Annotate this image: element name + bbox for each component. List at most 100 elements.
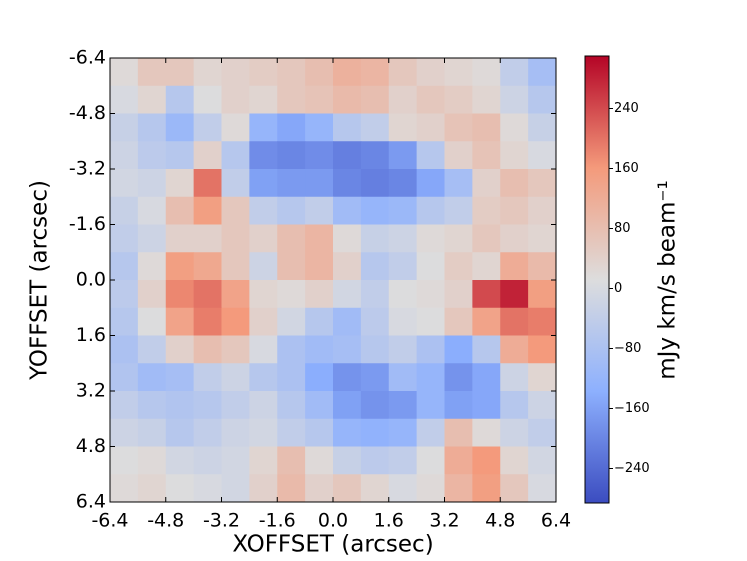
y-tick-label: 3.2 [76, 380, 106, 402]
heatmap-cell [137, 141, 167, 170]
heatmap-cell [472, 169, 501, 198]
heatmap-cell [110, 58, 139, 87]
heatmap-cell [305, 280, 334, 309]
heatmap-cell [333, 141, 362, 170]
heatmap-cell [528, 363, 557, 392]
heatmap-cell [110, 418, 139, 447]
heatmap-cell [110, 474, 139, 503]
heatmap-cell [110, 280, 139, 309]
heatmap-cell [528, 196, 557, 225]
heatmap-cell [333, 58, 362, 87]
heatmap-cell [333, 252, 362, 281]
heatmap-cell [137, 391, 167, 420]
heatmap-cell [388, 252, 418, 281]
heatmap-cell [528, 307, 557, 336]
colorbar-tick-label: 80 [614, 221, 631, 236]
heatmap-cell [388, 280, 418, 309]
heatmap-cell [360, 363, 390, 392]
heatmap-cell [472, 446, 501, 475]
heatmap-cell [110, 196, 139, 225]
heatmap-cell [110, 307, 139, 336]
heatmap-cell [137, 196, 167, 225]
heatmap-cell [249, 446, 278, 475]
heatmap-cell [193, 196, 222, 225]
heatmap-cell [333, 224, 362, 253]
heatmap-cell [388, 335, 418, 364]
heatmap-cell [416, 252, 445, 281]
heatmap-cell [360, 307, 390, 336]
heatmap-cell [528, 252, 557, 281]
heatmap-cell [137, 474, 167, 503]
heatmap-cell [416, 307, 445, 336]
heatmap-cell [249, 58, 278, 87]
heatmap-cell [472, 252, 501, 281]
heatmap-cell [388, 224, 418, 253]
heatmap-cell [416, 446, 445, 475]
heatmap-cell [221, 141, 250, 170]
heatmap-cell [249, 141, 278, 170]
heatmap-cell [444, 307, 473, 336]
heatmap-cell [472, 418, 501, 447]
heatmap-cell [137, 58, 167, 87]
y-tick-label: -4.8 [69, 102, 106, 124]
heatmap-cell [249, 113, 278, 142]
heatmap-cell [277, 85, 306, 114]
colorbar-tick-label: −80 [614, 341, 641, 356]
heatmap-cell [221, 363, 250, 392]
heatmap-cell [249, 474, 278, 503]
heatmap-cell [137, 418, 167, 447]
heatmap-cell [500, 58, 529, 87]
heatmap-cell [333, 335, 362, 364]
heatmap-cell [110, 169, 139, 198]
heatmap-cell [528, 85, 557, 114]
heatmap-cell [360, 446, 390, 475]
heatmap-cell [472, 474, 501, 503]
heatmap-cell [221, 446, 250, 475]
heatmap-cell [416, 58, 445, 87]
heatmap-cell [165, 196, 195, 225]
heatmap-cell [221, 391, 250, 420]
heatmap-cell [277, 446, 306, 475]
heatmap-cell [500, 252, 529, 281]
heatmap-cell [193, 169, 222, 198]
colorbar-tick-label: 0 [614, 281, 622, 296]
heatmap-cell [165, 280, 195, 309]
heatmap-cell [416, 335, 445, 364]
heatmap-cell [305, 307, 334, 336]
heatmap-cell [193, 252, 222, 281]
heatmap-cell [472, 196, 501, 225]
heatmap-cell [110, 224, 139, 253]
heatmap-cell [500, 391, 529, 420]
x-tick-label: 6.4 [541, 510, 571, 532]
heatmap-cell [388, 391, 418, 420]
heatmap-cell [500, 196, 529, 225]
x-tick-label: 3.2 [429, 510, 459, 532]
colorbar-tick-label: 240 [614, 101, 639, 116]
heatmap-cell [416, 141, 445, 170]
heatmap-cell [444, 85, 473, 114]
heatmap-cell [305, 196, 334, 225]
heatmap-cell [165, 391, 195, 420]
heatmap-cell [277, 335, 306, 364]
heatmap-cell [221, 252, 250, 281]
heatmap-cell [277, 196, 306, 225]
heatmap-cell [360, 474, 390, 503]
heatmap-cell [165, 474, 195, 503]
heatmap-cell [165, 113, 195, 142]
heatmap-cell [110, 141, 139, 170]
heatmap-cell [305, 141, 334, 170]
heatmap-cell [305, 391, 334, 420]
heatmap-cell [193, 224, 222, 253]
heatmap-cell [360, 85, 390, 114]
heatmap-cell [305, 363, 334, 392]
x-tick-label: 1.6 [374, 510, 404, 532]
heatmap-cell [193, 418, 222, 447]
heatmap-cell [277, 224, 306, 253]
heatmap-cell [221, 113, 250, 142]
colorbar-tick-label: 160 [614, 161, 639, 176]
x-axis-title: XOFFSET (arcsec) [232, 532, 433, 558]
y-tick-label: -1.6 [69, 213, 106, 235]
heatmap-cell [110, 363, 139, 392]
heatmap-cell [305, 446, 334, 475]
heatmap-cell [277, 474, 306, 503]
